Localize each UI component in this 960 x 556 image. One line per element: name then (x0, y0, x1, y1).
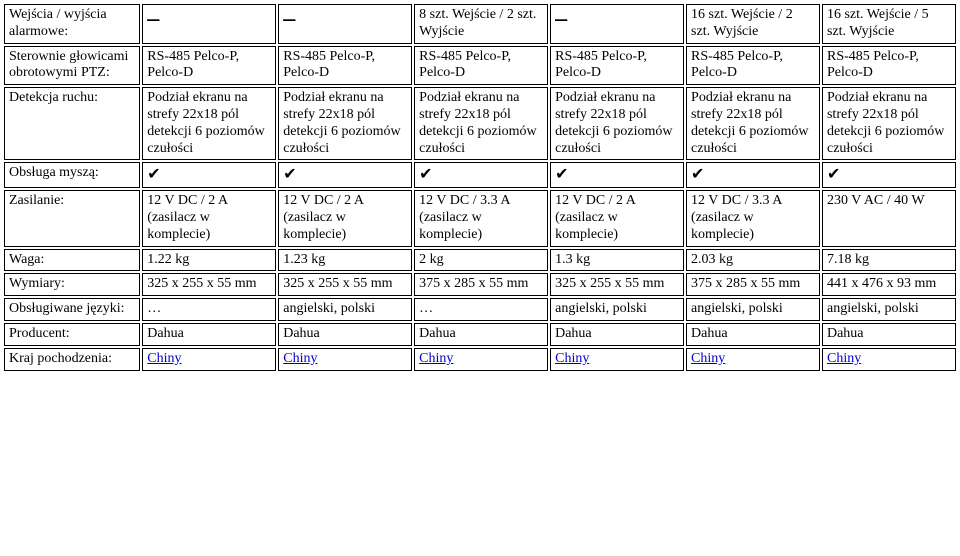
country-link[interactable]: Chiny (827, 351, 861, 366)
country-link[interactable]: Chiny (283, 351, 317, 366)
table-row: Zasilanie: 12 V DC / 2 A (zasilacz w kom… (4, 190, 956, 246)
cell: – (142, 4, 276, 44)
table-row: Obsługiwane języki: … angielski, polski … (4, 298, 956, 321)
cell: angielski, polski (686, 298, 820, 321)
cell: 12 V DC / 3.3 A (zasilacz w komplecie) (686, 190, 820, 246)
table-row: Waga: 1.22 kg 1.23 kg 2 kg 1.3 kg 2.03 k… (4, 249, 956, 272)
table-row: Obsługa myszą: ✔ ✔ ✔ ✔ ✔ ✔ (4, 162, 956, 188)
cell: Dahua (550, 323, 684, 346)
cell: 2.03 kg (686, 249, 820, 272)
cell: – (550, 4, 684, 44)
cell: Podział ekranu na strefy 22x18 pól detek… (278, 87, 412, 160)
cell: Chiny (822, 348, 956, 371)
table-row: Wymiary: 325 x 255 x 55 mm 325 x 255 x 5… (4, 273, 956, 296)
table-row: Wejścia / wyjścia alarmowe: – – 8 szt. W… (4, 4, 956, 44)
cell: Podział ekranu na strefy 22x18 pól detek… (686, 87, 820, 160)
country-link[interactable]: Chiny (147, 351, 181, 366)
table-row: Producent: Dahua Dahua Dahua Dahua Dahua… (4, 323, 956, 346)
cell: 12 V DC / 2 A (zasilacz w komplecie) (142, 190, 276, 246)
row-label: Kraj pochodzenia: (4, 348, 140, 371)
cell: RS-485 Pelco-P, Pelco-D (142, 46, 276, 86)
row-label: Sterownie głowicami obrotowymi PTZ: (4, 46, 140, 86)
row-label: Obsługa myszą: (4, 162, 140, 188)
cell: 2 kg (414, 249, 548, 272)
check-icon: ✔ (419, 166, 432, 183)
cell: Chiny (142, 348, 276, 371)
row-label: Waga: (4, 249, 140, 272)
cell: Chiny (550, 348, 684, 371)
cell: Chiny (414, 348, 548, 371)
table-row: Kraj pochodzenia: Chiny Chiny Chiny Chin… (4, 348, 956, 371)
cell: ✔ (550, 162, 684, 188)
country-link[interactable]: Chiny (419, 351, 453, 366)
cell: Podział ekranu na strefy 22x18 pól detek… (142, 87, 276, 160)
row-label: Producent: (4, 323, 140, 346)
cell: 1.3 kg (550, 249, 684, 272)
cell: ✔ (686, 162, 820, 188)
spec-table: Wejścia / wyjścia alarmowe: – – 8 szt. W… (2, 2, 958, 373)
cell: RS-485 Pelco-P, Pelco-D (414, 46, 548, 86)
row-label: Obsługiwane języki: (4, 298, 140, 321)
cell: Dahua (414, 323, 548, 346)
check-icon: ✔ (555, 166, 568, 183)
cell: RS-485 Pelco-P, Pelco-D (822, 46, 956, 86)
table-row: Detekcja ruchu: Podział ekranu na strefy… (4, 87, 956, 160)
cell: 325 x 255 x 55 mm (278, 273, 412, 296)
cell: 375 x 285 x 55 mm (414, 273, 548, 296)
cell: 12 V DC / 2 A (zasilacz w komplecie) (550, 190, 684, 246)
cell: Dahua (822, 323, 956, 346)
check-icon: ✔ (827, 166, 840, 183)
cell: 1.23 kg (278, 249, 412, 272)
cell: – (278, 4, 412, 44)
cell: 1.22 kg (142, 249, 276, 272)
cell: 8 szt. Wejście / 2 szt. Wyjście (414, 4, 548, 44)
cell: ✔ (278, 162, 412, 188)
cell: Dahua (278, 323, 412, 346)
cell: ✔ (414, 162, 548, 188)
cell: … (414, 298, 548, 321)
cell: angielski, polski (550, 298, 684, 321)
check-icon: ✔ (283, 166, 296, 183)
cell: Podział ekranu na strefy 22x18 pól detek… (550, 87, 684, 160)
table-row: Sterownie głowicami obrotowymi PTZ: RS-4… (4, 46, 956, 86)
cell: Dahua (686, 323, 820, 346)
cell: 7.18 kg (822, 249, 956, 272)
cell: 230 V AC / 40 W (822, 190, 956, 246)
cell: RS-485 Pelco-P, Pelco-D (550, 46, 684, 86)
cell: Chiny (686, 348, 820, 371)
row-label: Wejścia / wyjścia alarmowe: (4, 4, 140, 44)
cell: 16 szt. Wejście / 5 szt. Wyjście (822, 4, 956, 44)
cell: Podział ekranu na strefy 22x18 pól detek… (822, 87, 956, 160)
row-label: Wymiary: (4, 273, 140, 296)
row-label: Zasilanie: (4, 190, 140, 246)
cell: 325 x 255 x 55 mm (550, 273, 684, 296)
cell: 441 x 476 x 93 mm (822, 273, 956, 296)
cell: ✔ (142, 162, 276, 188)
cell: 12 V DC / 2 A (zasilacz w komplecie) (278, 190, 412, 246)
cell: … (142, 298, 276, 321)
cell: angielski, polski (278, 298, 412, 321)
cell: angielski, polski (822, 298, 956, 321)
cell: 325 x 255 x 55 mm (142, 273, 276, 296)
cell: Chiny (278, 348, 412, 371)
check-icon: ✔ (147, 166, 160, 183)
cell: 375 x 285 x 55 mm (686, 273, 820, 296)
cell: 12 V DC / 3.3 A (zasilacz w komplecie) (414, 190, 548, 246)
check-icon: ✔ (691, 166, 704, 183)
cell: RS-485 Pelco-P, Pelco-D (278, 46, 412, 86)
cell: 16 szt. Wejście / 2 szt. Wyjście (686, 4, 820, 44)
cell: Dahua (142, 323, 276, 346)
cell: ✔ (822, 162, 956, 188)
cell: RS-485 Pelco-P, Pelco-D (686, 46, 820, 86)
country-link[interactable]: Chiny (691, 351, 725, 366)
cell: Podział ekranu na strefy 22x18 pól detek… (414, 87, 548, 160)
row-label: Detekcja ruchu: (4, 87, 140, 160)
country-link[interactable]: Chiny (555, 351, 589, 366)
